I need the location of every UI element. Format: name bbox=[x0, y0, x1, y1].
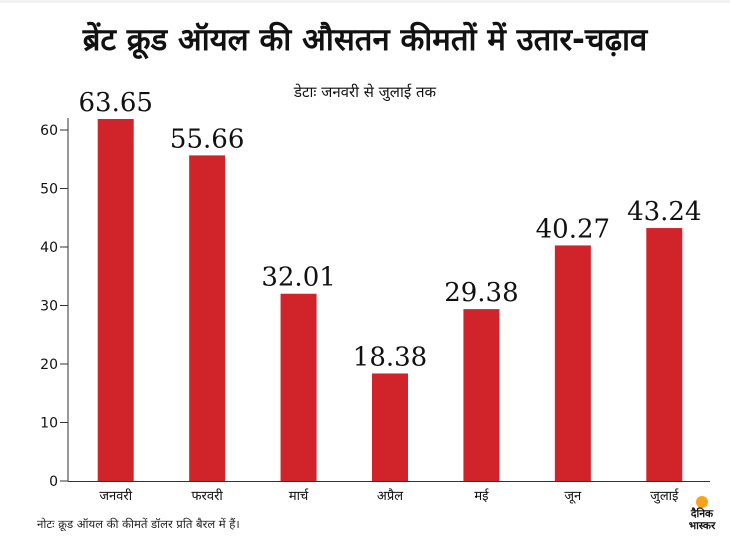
x-tick-label: जुलाई bbox=[650, 488, 679, 504]
y-tick-label: 60 bbox=[40, 123, 58, 139]
bar bbox=[280, 293, 317, 481]
bar bbox=[189, 155, 226, 481]
y-tick-label: 30 bbox=[40, 299, 58, 315]
bar-value-label: 63.65 bbox=[78, 88, 152, 118]
x-tick-label: जनवरी bbox=[99, 488, 132, 504]
bar-value-label: 55.66 bbox=[170, 124, 244, 154]
bar-value-label: 29.38 bbox=[444, 278, 518, 308]
x-tick-label: मार्च bbox=[289, 488, 309, 504]
x-tick-label: फरवरी bbox=[192, 488, 224, 504]
footnote: नोटः क्रूड ऑयल की कीमतें डॉलर प्रति बैरल… bbox=[37, 517, 240, 531]
logo-text: दैनिक भास्कर bbox=[688, 508, 716, 532]
bar bbox=[372, 373, 408, 481]
sun-icon bbox=[696, 496, 708, 508]
bar-value-label: 32.01 bbox=[261, 263, 335, 293]
y-tick-label: 0 bbox=[49, 474, 58, 490]
x-tick-label: अप्रैल bbox=[377, 488, 403, 504]
bar-value-label: 43.24 bbox=[627, 197, 701, 227]
publisher-logo: दैनिक भास्कर bbox=[676, 496, 728, 546]
x-tick-label: जून bbox=[564, 489, 582, 504]
bar bbox=[463, 309, 500, 481]
bar bbox=[97, 119, 134, 481]
y-tick-label: 40 bbox=[40, 240, 58, 256]
top-divider bbox=[0, 0, 730, 3]
bar bbox=[554, 245, 591, 481]
chart-title: ब्रेंट क्रूड ऑयल की औसतन कीमतों में उतार… bbox=[82, 22, 648, 58]
bar bbox=[646, 228, 683, 481]
chart-subtitle: डेटाः जनवरी से जुलाई तक bbox=[293, 83, 437, 101]
y-tick-label: 20 bbox=[40, 357, 58, 373]
y-tick-label: 10 bbox=[40, 416, 58, 432]
bar-value-label: 40.27 bbox=[536, 214, 610, 244]
bar-value-label: 18.38 bbox=[353, 342, 427, 372]
x-tick-label: मई bbox=[474, 488, 489, 504]
y-tick-label: 50 bbox=[40, 182, 58, 198]
